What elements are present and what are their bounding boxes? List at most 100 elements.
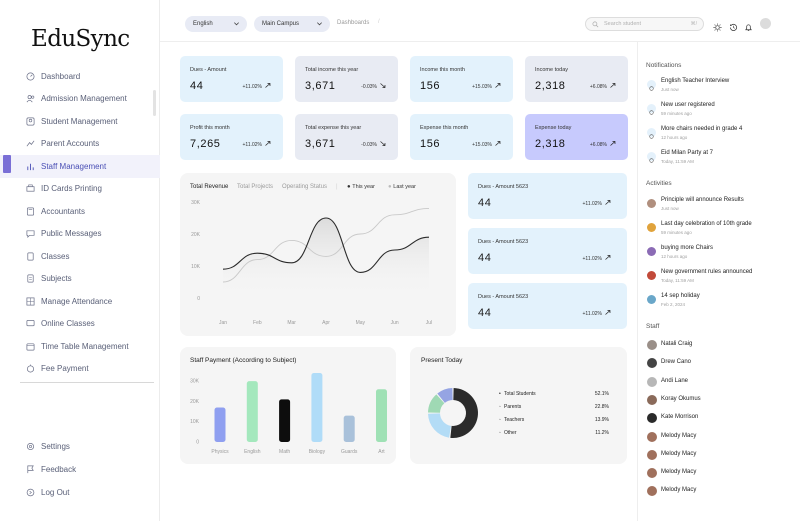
broadcast-icon [647,152,656,163]
stat-value: 2,318 [535,80,566,92]
slice-teachers[interactable] [428,394,445,413]
bar-math[interactable] [279,399,291,442]
sidebar-item-settings[interactable]: Settings [0,435,160,458]
sidebar-item-timetable[interactable]: Time Table Management [0,335,160,358]
stat-card[interactable]: Total expense this year 3,671 -0.03% [295,114,398,160]
activity-item[interactable]: 14 sep holiday Feb 2, 2024 [647,292,797,314]
slice-other[interactable] [437,388,453,403]
stat-card[interactable]: Expense today 2,318 +6.08% [525,114,628,160]
stat-card[interactable]: Income today 2,318 +6.08% [525,56,628,102]
sidebar-item-messages[interactable]: Public Messages [0,223,160,246]
sidebar-item-classes[interactable]: Classes [0,245,160,268]
search-input[interactable]: Search student ⌘/ [585,17,704,31]
staff-item[interactable]: Melody Macy [647,467,797,481]
tab-total-projects[interactable]: Total Projects [237,184,274,190]
activity-item[interactable]: buying more Chairs 12 hours ago [647,244,797,266]
sidebar-item-staff[interactable]: Staff Management [0,155,160,178]
stat-change: +15.03% [472,83,501,90]
avatar [647,486,657,497]
bar-english[interactable] [246,381,258,442]
calendar-icon [26,342,35,351]
sidebar-item-subjects[interactable]: Subjects [0,268,160,291]
notification-text: More chairs needed in grade 4 [661,126,743,132]
slice-total-students[interactable] [450,388,479,438]
sidebar-item-accountants[interactable]: Accountants [0,200,160,223]
sidebar-item-fee-payment[interactable]: Fee Payment [0,358,160,381]
tab-total-revenue[interactable]: Total Revenue [190,184,229,190]
sidebar-item-student[interactable]: Student Management [0,110,160,133]
stat-card[interactable]: Profit this month 7,265 +11.02% [180,114,283,160]
tab-operating-status[interactable]: Operating Status [282,184,328,190]
sidebar-item-attendance[interactable]: Manage Attendance [0,290,160,313]
dues-card[interactable]: Dues - Amount 5623 44 +11.02% [468,283,627,329]
bar-art[interactable] [376,389,387,442]
activity-item[interactable]: Last day celebration of 10th grade 59 min… [647,220,797,242]
staff-item[interactable]: Melody Macy [647,431,797,445]
y-tick-label: 0 [196,440,199,446]
sidebar-item-label: Subjects [41,274,72,284]
sun-icon[interactable] [713,19,722,32]
sidebar-item-logout[interactable]: Log Out [0,481,160,504]
legend-bullet: • [499,391,501,397]
staff-item[interactable]: Koray Okumus [647,394,797,408]
activity-avatar [647,223,656,232]
stat-card[interactable]: Income this month 156 +15.03% [410,56,513,102]
stat-change: +6.08% [590,83,616,90]
x-tick-label: Biology [309,449,326,455]
notification-time: Just now [661,87,679,92]
legend-label: Other [504,430,517,436]
staff-item[interactable]: Kate Morrison [647,412,797,426]
activity-item[interactable]: Principle will announce Results Just now [647,196,797,218]
dues-card[interactable]: Dues - Amount 5623 44 +11.02% [468,173,627,219]
chevron-down-icon [233,20,240,29]
staff-item[interactable]: Andi Lane [647,376,797,390]
sidebar-item-dashboard[interactable]: Dashboard [0,65,160,88]
sidebar-scrollbar[interactable] [153,90,156,116]
calculator-icon [26,207,35,216]
slice-parents[interactable] [428,413,451,438]
sidebar-item-id-cards[interactable]: ID Cards Printing [0,178,160,201]
avatar [647,468,657,479]
bar-guards[interactable] [343,415,355,442]
sidebar-item-label: Dashboard [41,71,81,81]
sidebar-item-parent[interactable]: Parent Accounts [0,133,160,156]
staff-item[interactable]: Drew Cano [647,357,797,371]
activity-item[interactable]: New government rules announced Today, 11:… [647,268,797,290]
legend-label: Teachers [504,417,525,423]
stat-card[interactable]: Total income this year 3,671 -0.03% [295,56,398,102]
stat-value: 7,265 [190,138,221,150]
notification-item[interactable]: English Teacher Interview Just now [647,77,797,99]
notification-item[interactable]: New user registered 59 minutes ago [647,101,797,123]
staff-item[interactable]: Melody Macy [647,449,797,463]
stat-change: +6.08% [590,141,616,148]
history-icon[interactable] [729,19,738,31]
sidebar-item-online-classes[interactable]: Online Classes [0,313,160,336]
stat-change-value: +11.02% [242,142,262,148]
bell-icon[interactable] [744,19,753,32]
stat-card[interactable]: Dues - Amount 44 +11.02% [180,56,283,102]
trend-arrow-icon [495,83,501,90]
stat-change: +11.02% [242,141,271,148]
bar-biology[interactable] [311,373,323,442]
notification-item[interactable]: Eid Milan Party at 7 Today, 11:59 AM [647,149,797,171]
language-select[interactable]: English [185,16,247,32]
stat-label: Income today [535,67,569,73]
breadcrumb[interactable]: Dashboards [337,20,370,26]
monitor-icon [26,319,35,328]
notification-time: Today, 11:59 AM [661,159,694,164]
notification-text: Eid Milan Party at 7 [661,150,714,156]
sidebar-item-feedback[interactable]: Feedback [0,458,160,481]
stat-value: 156 [420,138,441,150]
notification-item[interactable]: More chairs needed in grade 4 12 hours ag… [647,125,797,147]
stat-card[interactable]: Expense this month 156 +15.03% [410,114,513,160]
stat-change: -0.03% [361,141,386,148]
avatar[interactable] [760,18,771,29]
staff-item[interactable]: Melody Macy [647,485,797,499]
legend-bullet: ◦ [499,404,501,410]
bar-physics[interactable] [214,407,226,443]
sidebar-item-admission[interactable]: Admission Management [0,88,160,111]
staff-item[interactable]: Natali Craig [647,339,797,353]
dues-card[interactable]: Dues - Amount 5623 44 +11.02% [468,228,627,274]
campus-select[interactable]: Main Campus [254,16,330,32]
y-tick-label: 20K [190,399,200,405]
